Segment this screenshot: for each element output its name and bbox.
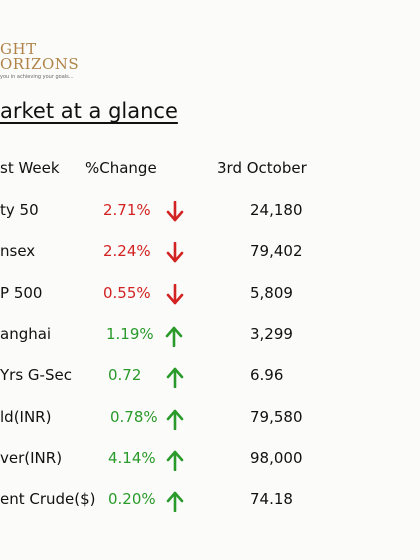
row-value: 5,809: [250, 283, 293, 302]
row-value: 79,580: [250, 407, 303, 426]
table-row: anghai 1.19% 3,299: [0, 325, 420, 351]
row-value: 74.18: [250, 490, 293, 509]
table-row: ty 50 2.71% 24,180: [0, 201, 420, 227]
row-value: 98,000: [250, 448, 303, 467]
row-value: 79,402: [250, 242, 303, 261]
row-name: Yrs G-Sec: [0, 366, 72, 385]
column-header-period: st Week: [0, 159, 60, 177]
table-row: nsex 2.24% 79,402: [0, 242, 420, 268]
table-row: ent Crude($) 0.20% 74.18: [0, 490, 420, 516]
table-row: P 500 0.55% 5,809: [0, 283, 420, 310]
row-value: 6.96: [250, 366, 284, 385]
table-row: ver(INR) 4.14% 98,000: [0, 449, 420, 475]
row-value: 24,180: [250, 201, 303, 219]
arrow-down-icon: [166, 283, 184, 304]
row-change: 0.55%: [103, 283, 151, 302]
brand-line-2: ORIZONS: [0, 55, 80, 73]
row-name: ver(INR): [0, 448, 63, 467]
row-change: 0.72: [108, 366, 142, 385]
page-title: arket at a glance: [0, 99, 178, 123]
arrow-down-icon: [166, 201, 184, 222]
row-name: nsex: [0, 242, 36, 261]
row-name: P 500: [0, 283, 43, 302]
row-change: 1.19%: [106, 324, 154, 343]
brand-line-1: GHT: [0, 40, 37, 58]
row-name: ld(INR): [0, 407, 52, 426]
row-change: 4.14%: [108, 448, 156, 467]
column-header-date: 3rd October: [217, 159, 307, 177]
row-name: anghai: [0, 324, 52, 343]
column-header-change: %Change: [85, 159, 157, 177]
row-change: 2.24%: [103, 242, 151, 261]
row-change: 0.20%: [108, 490, 156, 509]
table-row: ld(INR) 0.78% 79,580: [0, 408, 420, 434]
arrow-up-icon: [165, 326, 183, 347]
table-row: Yrs G-Sec 0.72 6.96: [0, 366, 420, 392]
row-change: 2.71%: [103, 201, 151, 219]
arrow-up-icon: [166, 409, 184, 430]
brand-logo: GHT ORIZONS you in achieving your goals.…: [0, 40, 90, 82]
row-change: 0.78%: [110, 407, 158, 426]
arrow-up-icon: [166, 367, 184, 389]
arrow-up-icon: [166, 491, 184, 513]
arrow-down-icon: [166, 242, 184, 263]
row-value: 3,299: [250, 324, 293, 343]
brand-tagline: you in achieving your goals...: [0, 74, 74, 80]
row-name: ty 50: [0, 201, 39, 219]
row-name: ent Crude($): [0, 490, 96, 509]
arrow-up-icon: [166, 450, 184, 471]
